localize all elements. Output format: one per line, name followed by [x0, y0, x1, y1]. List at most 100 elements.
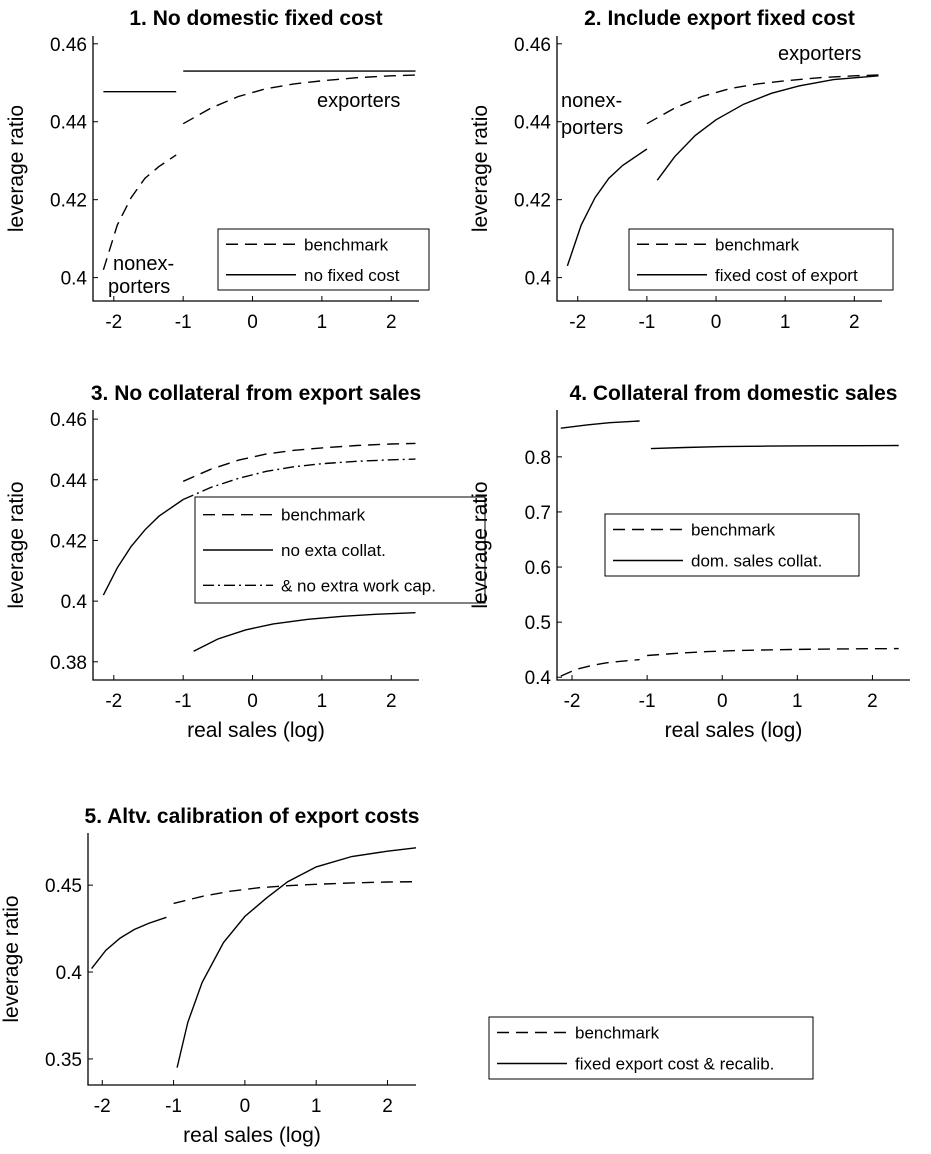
y-tick-label: 0.45 — [45, 876, 82, 897]
chart-title: 2. Include export fixed cost — [584, 7, 855, 30]
chart-title: 5. Altv. calibration of export costs — [85, 805, 420, 828]
legend: benchmark fixed cost of export — [628, 228, 894, 291]
legend: benchmark no exta collat. & no extra work … — [194, 496, 486, 604]
legend-label: benchmark — [281, 506, 366, 525]
axes-frame — [556, 36, 882, 302]
axes-frame — [92, 36, 419, 302]
series-line — [646, 74, 879, 125]
series-line — [182, 74, 416, 125]
legend: benchmark fixed export cost & recalib. — [488, 1016, 814, 1080]
x-tick-label: 1 — [317, 312, 328, 333]
x-tick-label: -1 — [165, 1096, 182, 1117]
x-tick-label: 0 — [247, 312, 258, 333]
legend: benchmark dom. sales collat. — [604, 513, 860, 577]
y-tick-label: 0.4 — [56, 963, 83, 984]
series-line — [182, 442, 416, 482]
x-tick-label: -1 — [175, 691, 192, 712]
x-tick-label: 0 — [240, 1096, 251, 1117]
legend-box — [604, 513, 860, 577]
y-tick-label: 0.4 — [61, 269, 88, 290]
chart-panel-1: 1. No domestic fixed cost -2 -1 0 1 2 0.4 0.42 0… — [5, 7, 430, 333]
series-line — [656, 75, 879, 181]
series-fixed-cost-of-export — [566, 75, 879, 267]
x-tick-label: -2 — [94, 1096, 111, 1117]
legend-box — [488, 1016, 814, 1080]
series-line — [647, 647, 899, 657]
y-tick-label: 0.46 — [50, 35, 87, 56]
series-benchmark — [173, 881, 417, 905]
legend-label: benchmark — [575, 1024, 660, 1043]
legend-label: benchmark — [304, 235, 389, 254]
annotation: exporters — [317, 90, 400, 112]
y-tick-label: 0.42 — [50, 531, 87, 552]
y-axis-label: leverage ratio — [5, 105, 28, 232]
x-tick-label: -1 — [639, 691, 656, 712]
y-axis-label: leverage ratio — [0, 895, 23, 1022]
y-tick-label: 0.46 — [514, 35, 551, 56]
chart-title: 1. No domestic fixed cost — [129, 7, 382, 30]
chart-panel-5: 5. Altv. calibration of export costs -2 -1… — [0, 805, 814, 1147]
series-line — [182, 458, 416, 501]
x-tick-label: 0 — [717, 691, 728, 712]
legend-box — [217, 228, 430, 291]
series-benchmark — [102, 74, 416, 271]
x-tick-label: 2 — [386, 691, 397, 712]
x-tick-label: 2 — [386, 312, 397, 333]
annotation: exporters — [778, 43, 861, 65]
y-tick-label: 0.5 — [525, 613, 551, 634]
annotation: porters — [108, 276, 170, 298]
series-fixed-export-cost-recalib- — [91, 847, 417, 1068]
series-line — [173, 881, 417, 905]
axes-frame — [87, 833, 416, 1086]
y-tick-label: 0.4 — [61, 592, 88, 613]
series-line — [566, 148, 648, 267]
x-tick-label: 1 — [311, 1096, 322, 1117]
y-tick-label: 0.7 — [525, 503, 551, 524]
x-tick-label: -1 — [175, 312, 192, 333]
x-axis-label: real sales (log) — [665, 719, 803, 742]
legend-label: benchmark — [691, 521, 776, 540]
chart-title: 4. Collateral from domestic sales — [570, 382, 898, 405]
series-line — [560, 420, 640, 429]
legend-label: fixed cost of export — [715, 266, 858, 285]
series-no-fixed-cost — [103, 70, 416, 93]
series-benchmark — [560, 647, 899, 677]
x-tick-label: -2 — [564, 691, 581, 712]
legend-label: dom. sales collat. — [691, 552, 822, 571]
series-line — [91, 916, 167, 970]
x-axis-label: real sales (log) — [187, 719, 325, 742]
series-line — [193, 612, 416, 652]
x-tick-label: 2 — [867, 691, 878, 712]
x-tick-label: 0 — [247, 691, 258, 712]
x-axis-label: real sales (log) — [183, 1124, 321, 1147]
x-tick-label: 2 — [382, 1096, 393, 1117]
x-tick-label: -1 — [638, 312, 655, 333]
y-tick-label: 0.4 — [525, 668, 552, 689]
series-no-exta-collat- — [102, 498, 416, 652]
chart-panel-4: 4. Collateral from domestic sales -2 -1 0 1 2… — [469, 382, 910, 742]
series-line — [650, 444, 899, 450]
y-tick-label: 0.38 — [50, 653, 87, 674]
x-tick-label: 1 — [780, 312, 791, 333]
y-tick-label: 0.44 — [50, 113, 87, 134]
y-axis-label: leverage ratio — [469, 481, 492, 608]
x-tick-label: 2 — [849, 312, 860, 333]
series--no-extra-work-cap- — [182, 458, 416, 501]
annotation: nonex- — [113, 253, 174, 275]
chart-panel-2: 2. Include export fixed cost -2 -1 0 1 2 0.4 0.… — [469, 7, 894, 333]
axes-frame — [556, 410, 910, 681]
x-tick-label: 1 — [317, 691, 328, 712]
series-line — [102, 498, 184, 596]
y-tick-label: 0.42 — [514, 191, 551, 212]
y-tick-label: 0.44 — [50, 471, 87, 492]
legend: benchmark no fixed cost — [217, 228, 430, 291]
series-benchmark — [182, 442, 416, 482]
annotation: nonex- — [561, 90, 622, 112]
y-tick-label: 0.8 — [525, 448, 551, 469]
x-tick-label: -2 — [105, 691, 122, 712]
legend-label: & no extra work cap. — [281, 576, 436, 595]
series-benchmark — [646, 74, 879, 125]
legend-label: fixed export cost & recalib. — [575, 1055, 774, 1074]
chart-panel-3: 3. No collateral from export sales -2 -1 0 1… — [5, 382, 486, 742]
